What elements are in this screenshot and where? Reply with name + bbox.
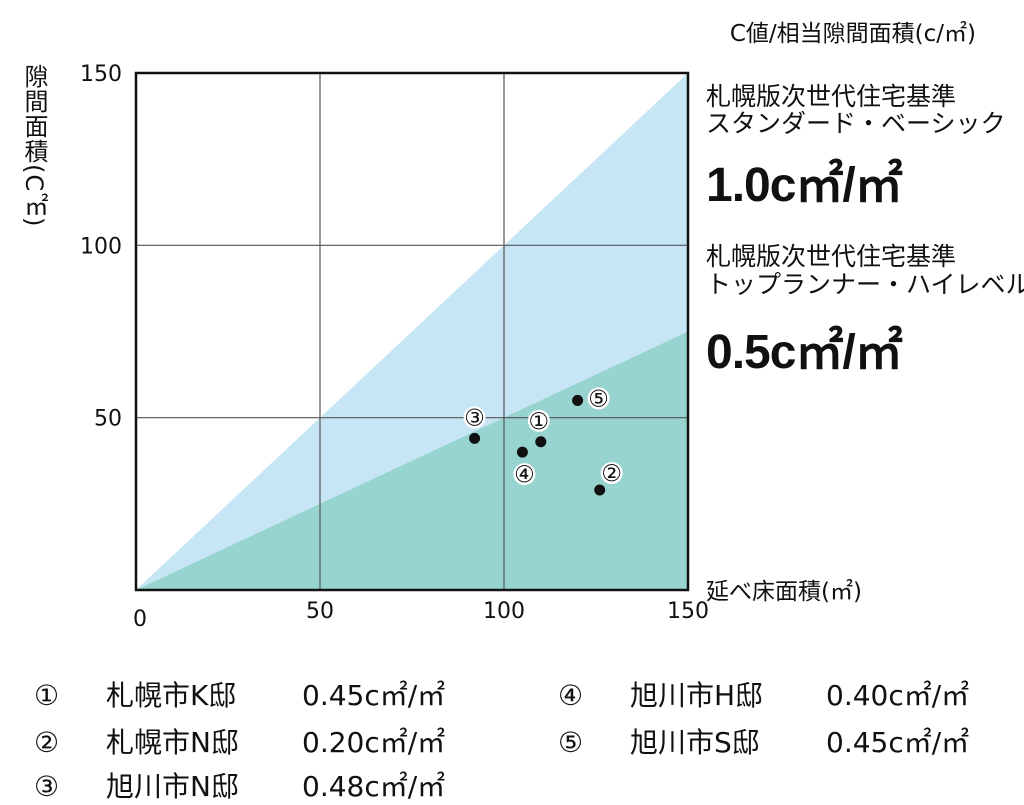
data-point-label-bg [463, 406, 486, 429]
data-point-label-bg [527, 409, 550, 432]
band-toprunner-0-5 [136, 331, 688, 590]
standard-basic-value: 1.0c㎡/㎡ [706, 159, 903, 212]
standard-basic-line2: スタンダード・ベーシック [706, 109, 1006, 138]
legend-item: ④ 旭川市H邸 0.40c㎡/㎡ [558, 674, 969, 714]
legend-name: 旭川市N邸 [106, 770, 239, 803]
y-axis-title: 隙間面積(C㎡) [20, 64, 48, 228]
data-point [594, 484, 606, 496]
y-tick-label: 100 [80, 234, 122, 259]
legend-name: 旭川市S邸 [630, 726, 760, 759]
legend-name: 旭川市H邸 [630, 679, 764, 712]
plot-frame [134, 71, 690, 592]
data-point [572, 394, 584, 406]
x-tick-label: 150 [667, 599, 709, 624]
data-point [469, 432, 481, 444]
data-point-label: ③ [464, 405, 485, 431]
legend-number: ④ [558, 679, 584, 712]
x-tick-label: 50 [306, 599, 334, 624]
legend-number: ③ [34, 770, 60, 803]
legend-item: ② 札幌市N邸 0.20c㎡/㎡ [34, 721, 445, 761]
y-tick-label: 50 [94, 407, 122, 432]
data-point-label: ④ [514, 462, 535, 488]
legend-item: ③ 旭川市N邸 0.48c㎡/㎡ [34, 765, 445, 805]
legend-value: 0.45c㎡/㎡ [826, 726, 970, 759]
legend-item: ⑤ 旭川市S邸 0.45c㎡/㎡ [558, 721, 969, 761]
x-tick-label: 0 [133, 607, 147, 632]
legend-value: 0.40c㎡/㎡ [826, 679, 970, 712]
legend-value: 0.45c㎡/㎡ [302, 679, 446, 712]
legend-number: ② [34, 726, 60, 759]
data-point-label-bg [513, 463, 536, 486]
data-point-label: ① [528, 409, 549, 435]
legend-item: ① 札幌市K邸 0.45c㎡/㎡ [34, 674, 445, 714]
y-tick-label: 150 [80, 62, 122, 87]
data-point-label: ⑤ [588, 386, 609, 412]
legend-name: 札幌市K邸 [106, 679, 237, 712]
legend-name: 札幌市N邸 [106, 726, 239, 759]
standard-basic-line1: 札幌版次世代住宅基準 [706, 82, 957, 111]
c-value-title: C値/相当隙間面積(c/㎡) [729, 21, 976, 47]
standard-toprunner-line2: トップランナー・ハイレベル [706, 270, 1024, 299]
legend-value: 0.48c㎡/㎡ [302, 770, 446, 803]
x-tick-label: 100 [483, 599, 525, 624]
standard-toprunner-value: 0.5c㎡/㎡ [706, 326, 903, 379]
legend-number: ① [34, 679, 60, 712]
legend-value: 0.20c㎡/㎡ [302, 726, 446, 759]
data-point-label: ② [601, 461, 622, 487]
data-point [535, 436, 547, 448]
data-point-label-bg [587, 387, 610, 410]
data-point-label-bg [600, 462, 623, 485]
x-axis-title: 延べ床面積(㎡) [706, 579, 862, 605]
data-point [516, 446, 528, 458]
legend-number: ⑤ [558, 726, 584, 759]
standard-toprunner-line1: 札幌版次世代住宅基準 [706, 242, 957, 271]
